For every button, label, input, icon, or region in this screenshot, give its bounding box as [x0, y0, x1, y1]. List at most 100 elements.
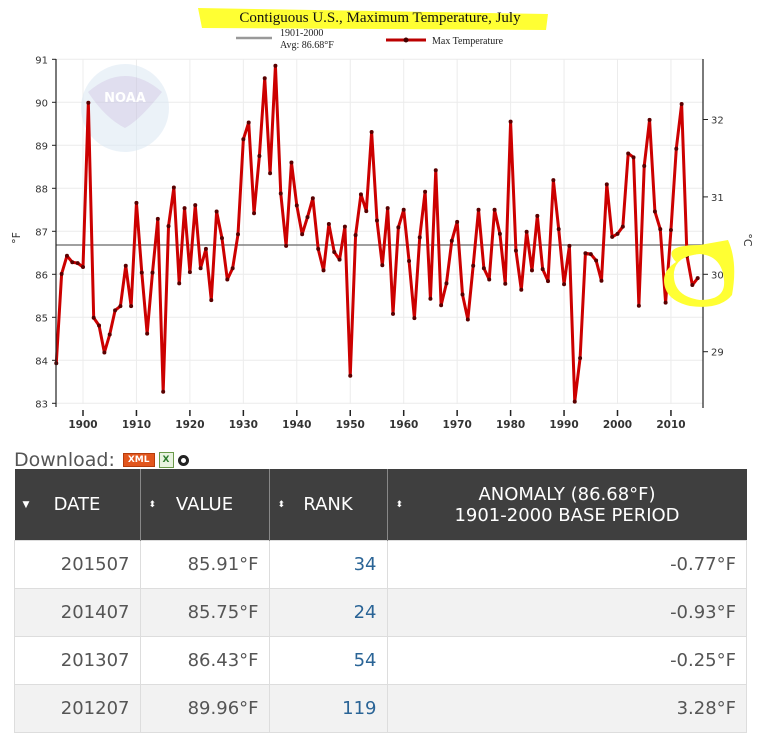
- data-point: [294, 203, 299, 208]
- noaa-watermark: NOAA: [81, 64, 169, 152]
- temperature-chart: Contiguous U.S., Maximum Temperature, Ju…: [10, 8, 754, 431]
- data-point: [289, 160, 294, 165]
- download-bar: Download: XML X: [14, 449, 189, 471]
- data-point: [123, 263, 128, 268]
- data-point: [81, 264, 85, 269]
- column-header-value[interactable]: ⬍ VALUE: [139, 469, 269, 541]
- data-point: [326, 221, 331, 226]
- data-point: [658, 227, 663, 232]
- column-header-anomaly[interactable]: ⬍ ANOMALY (86.68°F) 1901-2000 BASE PERIOD: [386, 469, 747, 541]
- data-point: [86, 100, 91, 105]
- data-point: [321, 268, 326, 273]
- y2-axis-label: °C: [741, 233, 754, 247]
- data-point: [535, 213, 540, 218]
- data-point: [155, 216, 160, 221]
- data-point: [102, 350, 107, 355]
- data-point: [433, 168, 438, 173]
- legend-series-label: Max Temperature: [432, 36, 504, 47]
- data-point: [353, 233, 358, 238]
- x-tick-label: 1950: [336, 419, 365, 431]
- data-point: [444, 281, 449, 286]
- data-point: [374, 218, 379, 223]
- data-point: [310, 196, 315, 201]
- data-point: [316, 246, 321, 251]
- data-point: [278, 191, 283, 196]
- data-point: [610, 234, 615, 239]
- data-point: [342, 224, 347, 229]
- data-point: [161, 389, 166, 394]
- data-point: [423, 189, 428, 194]
- cell-rank: 54: [268, 636, 388, 685]
- data-point: [460, 292, 465, 297]
- data-point: [225, 277, 230, 282]
- data-point: [412, 316, 417, 321]
- sort-icon: ⬍: [395, 499, 404, 510]
- cell-rank: 34: [268, 540, 388, 589]
- data-point: [113, 308, 118, 313]
- data-point: [572, 399, 577, 404]
- data-point: [91, 315, 96, 320]
- y-tick-label: 87: [35, 227, 48, 238]
- data-point: [284, 243, 289, 248]
- data-point: [487, 277, 492, 282]
- column-header-date[interactable]: ▼ DATE: [14, 469, 140, 541]
- data-point: [615, 231, 620, 236]
- data-point: [134, 200, 139, 205]
- data-point: [439, 303, 444, 308]
- data-point: [690, 283, 695, 288]
- y-tick-label: 90: [35, 98, 48, 109]
- table-row: 201407 85.75°F 24 -0.93°F: [14, 588, 747, 637]
- watermark-text: NOAA: [104, 91, 146, 106]
- cell-value: 85.75°F: [139, 588, 270, 637]
- data-point: [695, 276, 700, 281]
- data-point: [145, 331, 150, 336]
- data-point: [380, 263, 385, 268]
- cell-value: 86.43°F: [139, 636, 270, 685]
- data-point: [193, 203, 198, 208]
- data-point: [652, 209, 657, 214]
- cell-date: 201507: [14, 540, 141, 589]
- data-point: [203, 246, 208, 251]
- table-row: 201507 85.91°F 34 -0.77°F: [14, 540, 747, 589]
- data-point: [562, 282, 567, 287]
- data-point: [407, 258, 412, 263]
- xml-download-button[interactable]: XML: [122, 453, 155, 467]
- cell-date: 201407: [14, 588, 141, 637]
- excel-download-icon[interactable]: X: [158, 452, 174, 468]
- data-point: [171, 185, 176, 190]
- data-point: [604, 182, 609, 187]
- data-point: [401, 207, 406, 212]
- data-point: [118, 304, 123, 309]
- y2-tick-label: 30: [711, 270, 724, 281]
- data-point: [252, 211, 257, 216]
- y-tick-label: 85: [35, 313, 48, 324]
- data-point: [129, 304, 134, 309]
- y-tick-label: 86: [35, 270, 48, 281]
- data-point: [75, 261, 80, 266]
- data-point: [177, 281, 182, 286]
- x-tick-label: 1960: [389, 419, 418, 431]
- data-point: [599, 278, 604, 283]
- legend-series-marker: [403, 37, 409, 43]
- data-point: [332, 249, 337, 254]
- data-point: [214, 209, 219, 214]
- data-point: [481, 266, 486, 271]
- data-point: [594, 258, 599, 263]
- data-point: [209, 298, 214, 303]
- y-tick-label: 83: [35, 399, 48, 410]
- data-point: [428, 296, 433, 301]
- cell-rank: 24: [268, 588, 388, 637]
- json-download-icon[interactable]: [177, 454, 189, 466]
- data-point: [674, 146, 679, 151]
- cell-date: 201207: [14, 684, 141, 733]
- column-header-rank[interactable]: ⬍ RANK: [268, 469, 387, 541]
- sort-icon: ⬍: [277, 499, 286, 510]
- table-row: 201307 86.43°F 54 -0.25°F: [14, 636, 747, 685]
- data-point: [524, 229, 529, 234]
- x-tick-label: 1930: [229, 419, 258, 431]
- data-point: [583, 251, 588, 256]
- data-point: [337, 257, 342, 262]
- data-point: [139, 270, 144, 275]
- data-point: [257, 154, 262, 159]
- data-point: [364, 209, 369, 214]
